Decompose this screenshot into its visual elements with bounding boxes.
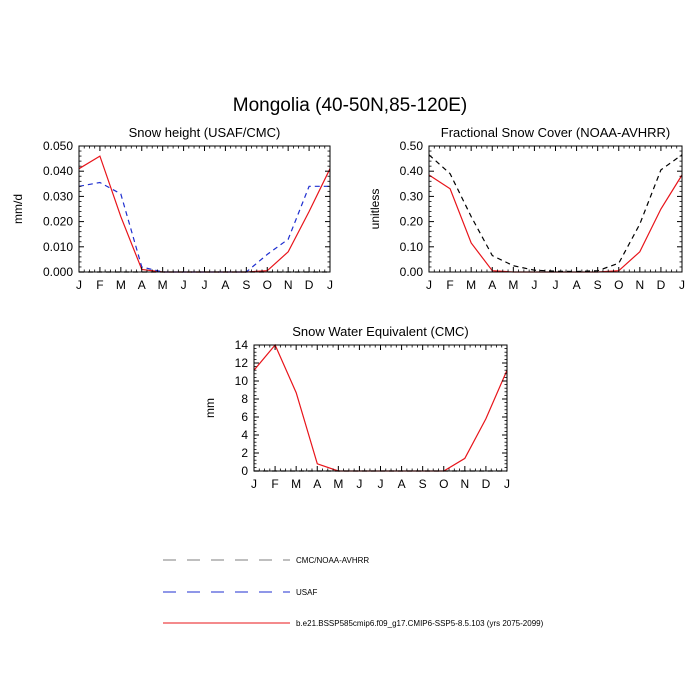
legend: CMC/NOAA-AVHRR USAF b.e21.BSSP585cmip6.f09… [163,556,544,628]
series-line-1 [78,181,330,273]
x-tick-label: A [573,278,581,292]
x-tick-label: A [138,278,146,292]
x-tick-label: A [398,477,406,491]
y-tick-label: 0.020 [43,215,73,229]
x-tick-label: F [446,278,453,292]
y-tick-label: 14 [235,338,249,352]
x-tick-label: M [116,278,126,292]
x-tick-label: J [181,278,187,292]
x-tick-label: J [251,477,257,491]
x-tick-label: S [594,278,602,292]
y-tick-label: 0.20 [400,215,424,229]
x-tick-label: J [327,278,333,292]
y-tick-label: 0.30 [400,189,424,203]
legend-label: b.e21.BSSP585cmip6.f09_g17.CMIP6-SSP5-8.… [296,619,544,628]
x-tick-label: F [96,278,103,292]
y-axis-label: mm [203,398,217,418]
x-tick-label: S [242,278,250,292]
x-tick-label: J [76,278,82,292]
y-tick-label: 0.40 [400,164,424,178]
series-line-1 [428,154,683,273]
x-tick-label: O [614,278,623,292]
x-tick-label: D [657,278,666,292]
x-tick-label: M [158,278,168,292]
x-tick-label: D [482,477,491,491]
y-tick-label: 0.50 [400,139,424,153]
fractional-snow-cover-panel: Fractional Snow Cover (NOAA-AVHRR) unitle… [368,125,685,292]
x-tick-label: J [679,278,685,292]
panel-title: Snow Water Equivalent (CMC) [292,324,469,339]
x-tick-label: A [221,278,229,292]
legend-label: USAF [296,588,317,597]
panel-title: Snow height (USAF/CMC) [129,125,281,140]
x-tick-label: N [284,278,293,292]
y-tick-label: 0.010 [43,240,73,254]
y-tick-label: 2 [241,446,248,460]
y-tick-label: 0.040 [43,164,73,178]
snow-height-panel: Snow height (USAF/CMC)mm/dJ F M A M J J A S O N D J0… [11,125,333,292]
y-axis-label: unitless [368,189,382,230]
series-line-0 [78,155,331,273]
x-tick-label: M [466,278,476,292]
x-tick-label: S [419,477,427,491]
x-tick-label: A [488,278,496,292]
y-tick-label: 0.050 [43,139,73,153]
figure-title: Mongolia (40-50N,85-120E) [232,95,468,116]
x-tick-label: J [356,477,362,491]
series-line-0 [428,174,683,273]
y-tick-label: 8 [241,392,248,406]
series-line-0 [253,343,508,472]
x-tick-label: J [504,477,510,491]
y-tick-label: 6 [241,410,248,424]
x-tick-label: M [333,477,343,491]
y-tick-label: 10 [235,374,249,388]
x-tick-label: J [378,477,384,491]
legend-label: CMC/NOAA-AVHRR [296,556,369,565]
x-tick-label: A [313,477,321,491]
y-tick-label: 12 [235,356,249,370]
x-tick-label: O [439,477,448,491]
panel-title: Fractional Snow Cover (NOAA-AVHRR) [441,125,670,140]
x-tick-label: J [202,278,208,292]
plot-frame [78,145,331,273]
y-tick-label: 0.000 [43,265,73,279]
x-tick-label: J [426,278,432,292]
x-tick-label: M [508,278,518,292]
x-tick-label: N [460,477,469,491]
x-tick-label: D [305,278,314,292]
x-tick-label: J [531,278,537,292]
x-tick-label: M [291,477,301,491]
snow-water-equivalent-panel: Snow Water Equivalent (CMC)mmJ F M A M J J A S O N… [203,324,510,491]
plot-frame [253,344,508,472]
y-tick-label: 0.030 [43,189,73,203]
x-tick-label: O [263,278,272,292]
x-tick-label: J [553,278,559,292]
y-tick-label: 0 [241,464,248,478]
y-tick-label: 0.00 [400,265,424,279]
y-axis-label: mm/d [11,194,25,224]
y-tick-label: 0.10 [400,240,424,254]
x-tick-label: F [271,477,278,491]
y-tick-label: 4 [241,428,248,442]
x-tick-label: N [635,278,644,292]
